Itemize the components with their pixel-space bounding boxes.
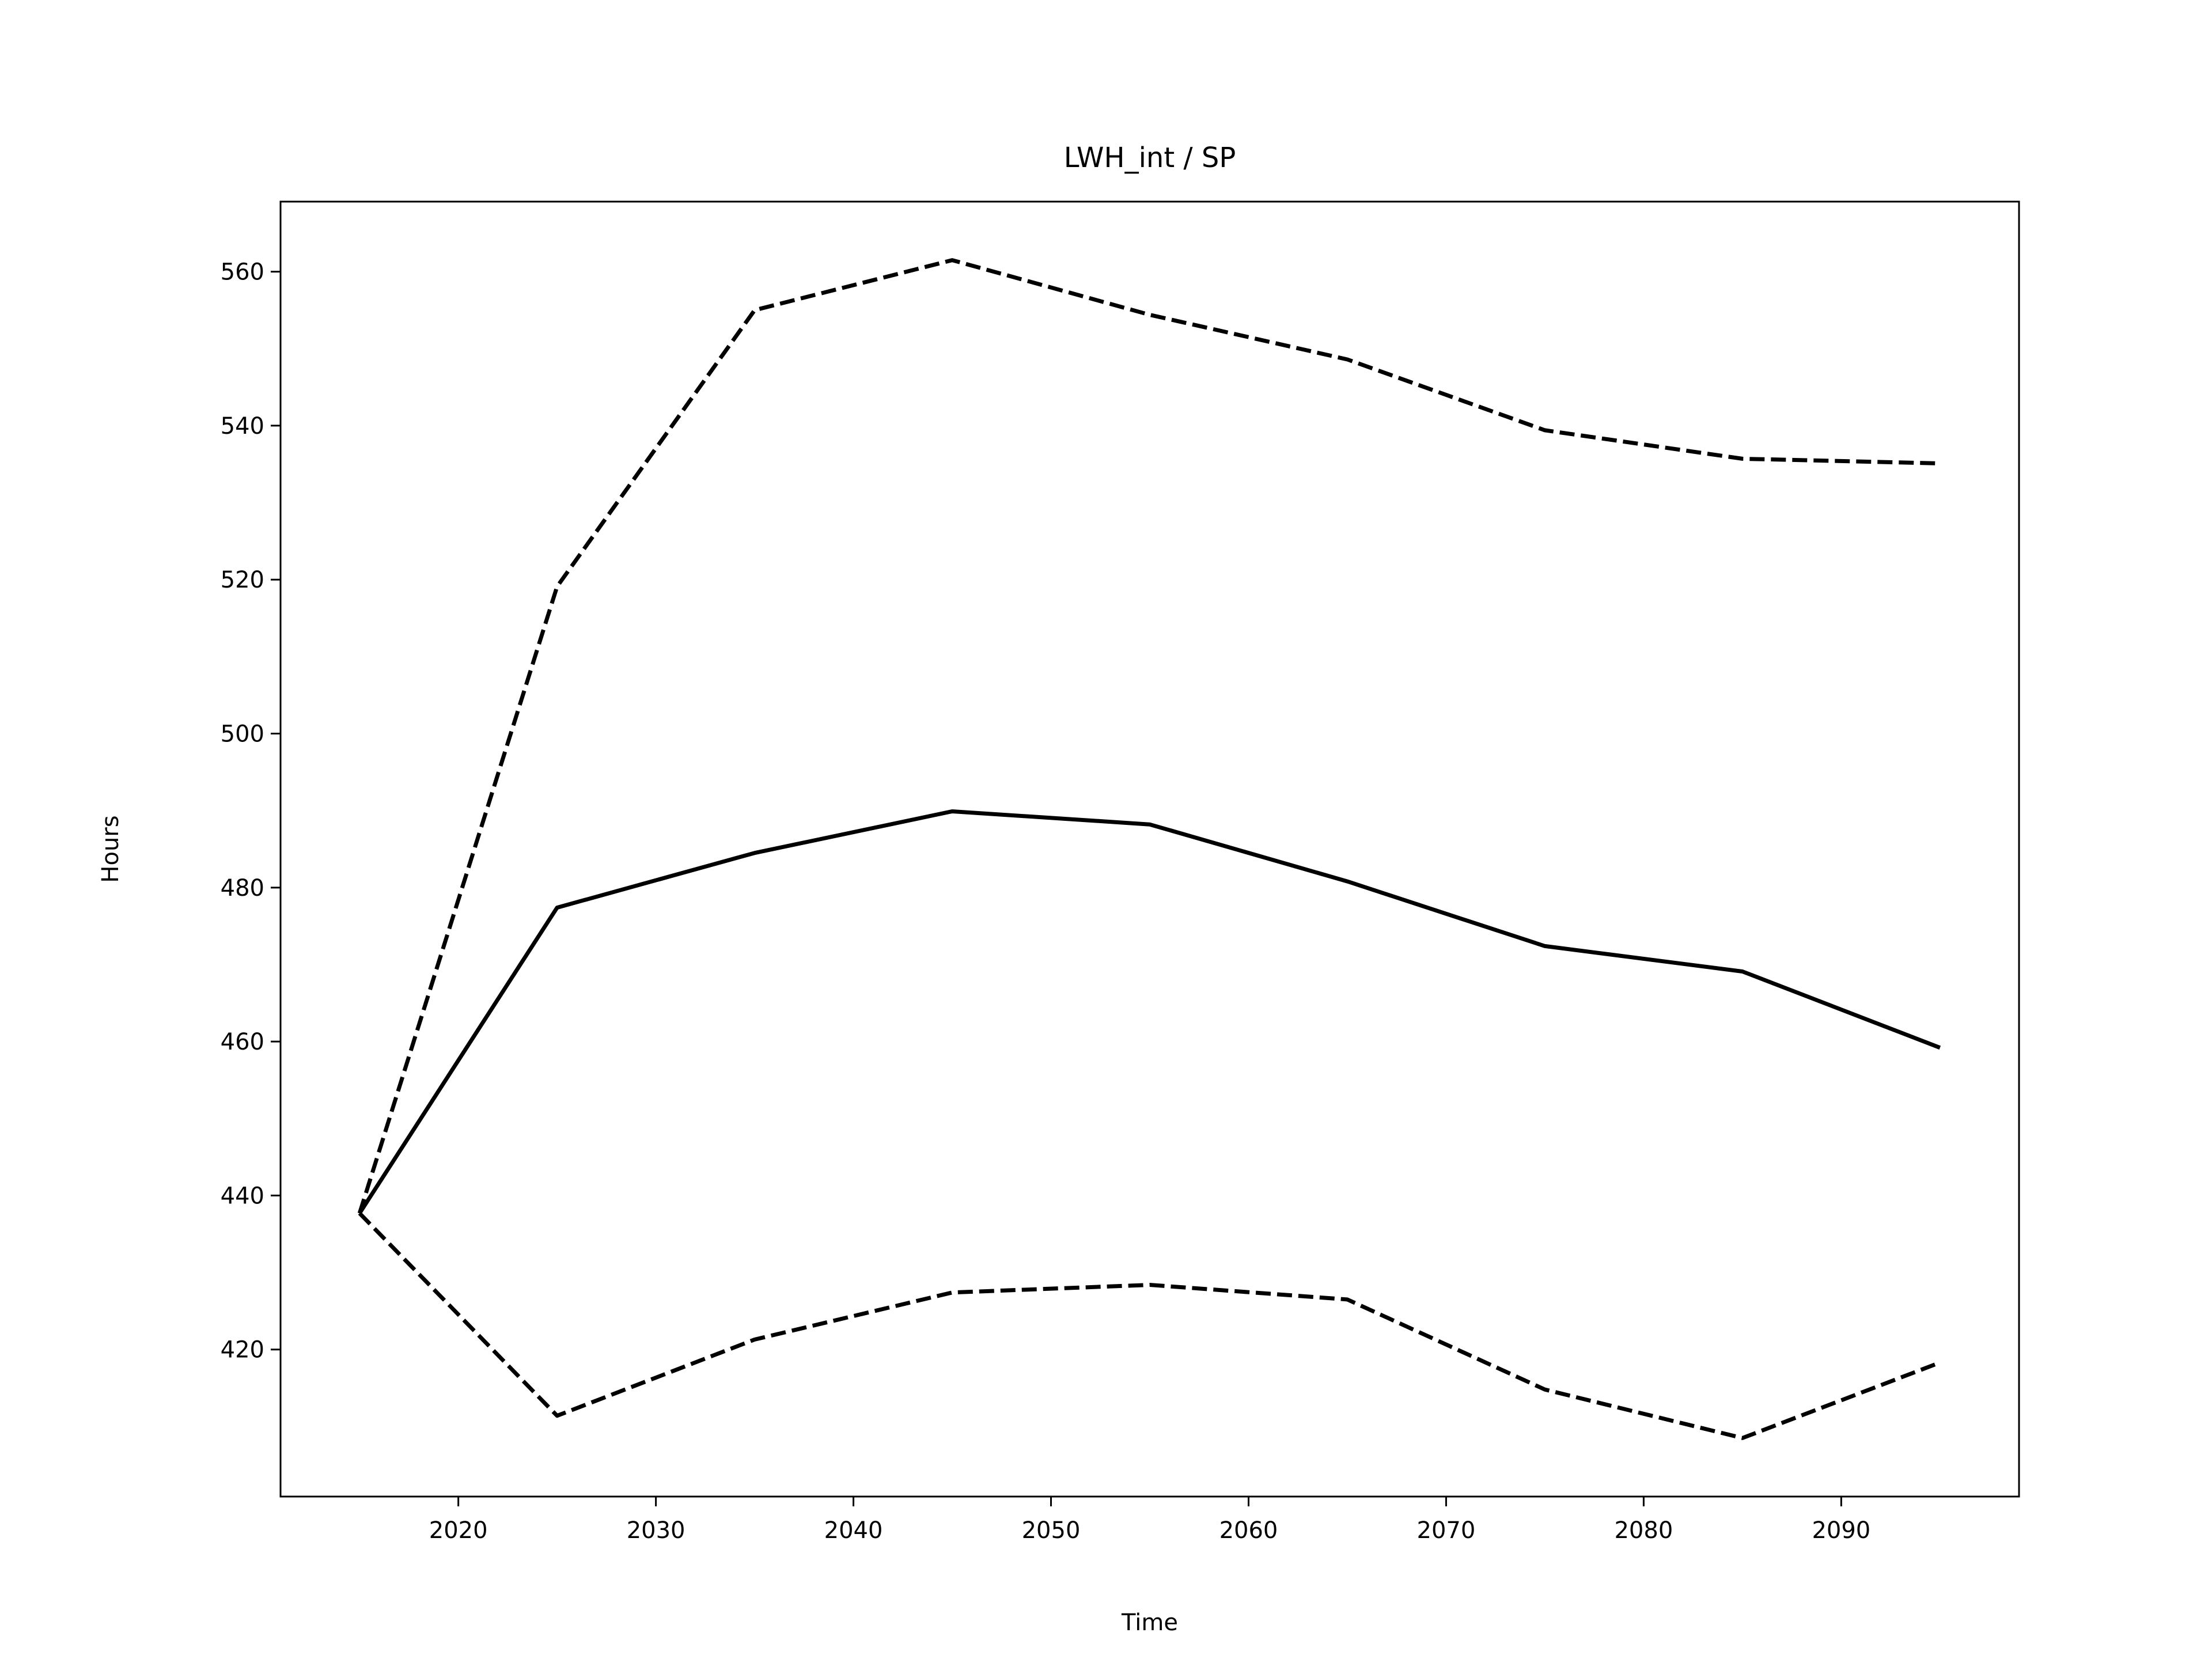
chart-title: LWH_int / SP [1064, 142, 1236, 174]
y-tick-label: 560 [221, 259, 264, 286]
x-axis-label: Time [1121, 1609, 1178, 1636]
line-series [358, 809, 1941, 1215]
x-tick-label: 2050 [1022, 1517, 1081, 1544]
plot-frame [279, 200, 2020, 1498]
y-tick-label: 440 [221, 1183, 264, 1209]
line-series [357, 258, 1940, 1214]
x-tick-label: 2020 [429, 1517, 488, 1544]
y-tick-label: 460 [221, 1029, 264, 1055]
y-tick-label: 540 [221, 413, 264, 440]
x-tick-label: 2090 [1812, 1517, 1870, 1544]
x-tick-label: 2080 [1614, 1517, 1673, 1544]
x-tick-label: 2030 [627, 1517, 685, 1544]
y-tick-label: 420 [221, 1337, 264, 1363]
y-tick-label: 520 [221, 567, 264, 593]
line-series [358, 1211, 1941, 1440]
x-tick-label: 2040 [824, 1517, 883, 1544]
y-tick-label: 480 [221, 875, 264, 902]
y-tick-label: 500 [221, 721, 264, 748]
x-tick-label: 2070 [1417, 1517, 1476, 1544]
x-tick-label: 2060 [1219, 1517, 1278, 1544]
y-axis-label: Hours [97, 815, 124, 882]
